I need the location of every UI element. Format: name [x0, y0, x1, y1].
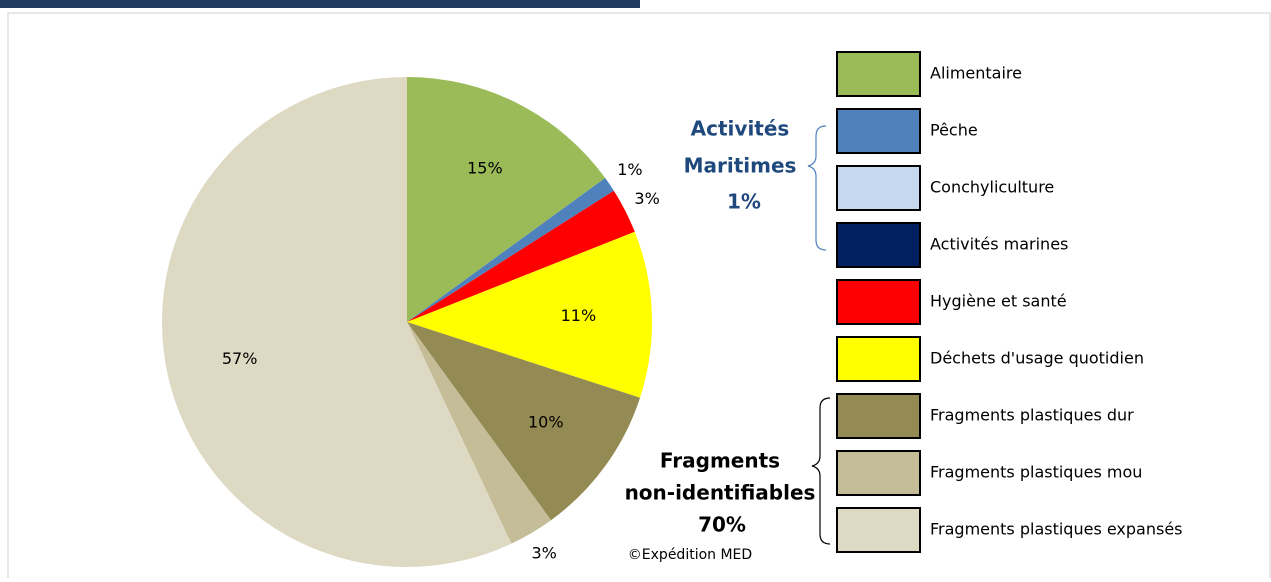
legend-swatch	[836, 165, 921, 211]
legend-swatch	[836, 222, 921, 268]
legend-label: Pêche	[930, 121, 978, 140]
data-label: 3%	[634, 189, 659, 208]
legend-label: Hygiène et santé	[930, 292, 1067, 311]
data-label: 15%	[467, 159, 503, 178]
data-label: 10%	[528, 412, 564, 431]
annotation: ©Expédition MED	[628, 547, 752, 563]
annotation: non-identifiables	[625, 481, 816, 505]
legend-swatch	[836, 393, 921, 439]
data-label: 11%	[561, 306, 597, 325]
legend-label: Conchyliculture	[930, 178, 1054, 197]
legend-label: Fragments plastiques expansés	[930, 520, 1183, 539]
annotation: Fragments	[660, 449, 780, 473]
header-bar	[0, 0, 640, 8]
annotation: 70%	[698, 513, 746, 537]
data-label: 57%	[222, 349, 258, 368]
pie-slice	[161, 77, 512, 567]
bracket	[807, 125, 827, 251]
pie-slice	[407, 190, 635, 322]
legend-swatch	[836, 108, 921, 154]
pie-slice	[407, 322, 641, 521]
legend-label: Fragments plastiques mou	[930, 463, 1142, 482]
annotation: 1%	[727, 190, 761, 214]
pie-slice	[407, 322, 552, 544]
legend-swatch	[836, 336, 921, 382]
legend-swatch	[836, 507, 921, 553]
bracket	[811, 397, 831, 545]
legend-swatch	[836, 450, 921, 496]
pie-slice	[407, 231, 652, 398]
legend-label: Alimentaire	[930, 64, 1022, 83]
legend-swatch	[836, 279, 921, 325]
pie-slice	[407, 77, 606, 322]
legend-swatch	[836, 51, 921, 97]
annotation: Activités	[691, 117, 790, 141]
data-label: 1%	[617, 160, 642, 179]
legend-label: Déchets d'usage quotidien	[930, 349, 1144, 368]
annotation: Maritimes	[684, 154, 797, 178]
pie-slice	[407, 177, 614, 322]
legend-label: Fragments plastiques dur	[930, 406, 1134, 425]
legend-label: Activités marines	[930, 235, 1068, 254]
frame	[7, 12, 1271, 582]
data-label: 3%	[531, 543, 556, 562]
